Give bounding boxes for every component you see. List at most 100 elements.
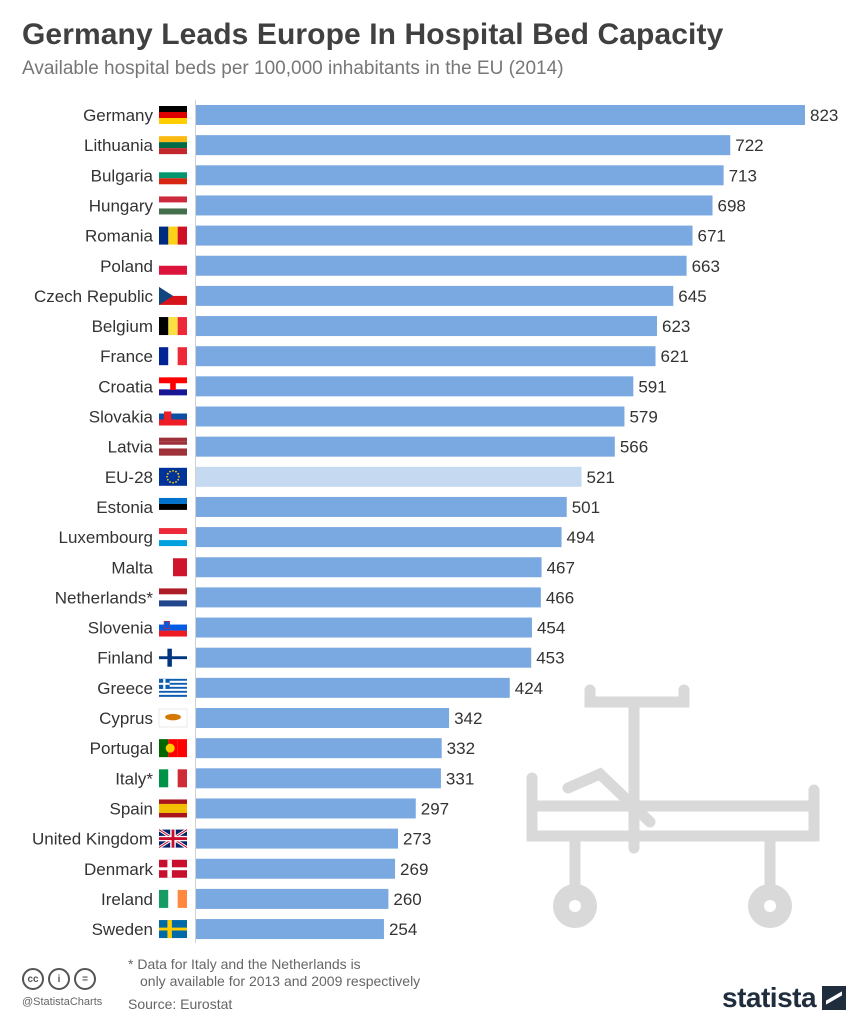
statista-logo-icon [822, 986, 847, 1010]
flag-italy-icon [159, 769, 187, 788]
data-label: 331 [446, 769, 474, 788]
data-label: 722 [735, 136, 763, 155]
flag-lithuania-icon [159, 136, 187, 155]
data-label: 521 [587, 468, 615, 487]
source-note: Source: Eurostat [128, 996, 233, 1012]
bar-slovakia [196, 406, 625, 427]
data-label: 273 [403, 830, 431, 849]
flag-romania-icon [159, 226, 187, 245]
data-label: 621 [661, 347, 689, 366]
no-derivatives-icon: = [74, 968, 96, 990]
category-label: Greece [97, 679, 153, 698]
bar-belgium [196, 316, 658, 337]
data-label: 254 [389, 920, 417, 939]
data-label: 501 [572, 498, 600, 517]
data-label: 466 [546, 588, 574, 607]
bar-chart: 823 Germany 722 Lithuania 713 Bulgaria 698 Hung… [32, 100, 838, 943]
bar-romania [196, 225, 693, 246]
bar-germany [196, 105, 805, 125]
bar-united-kingdom [196, 828, 399, 849]
data-label: 260 [393, 890, 421, 909]
flag-netherlands-icon [159, 588, 187, 607]
category-label: Germany [83, 106, 153, 125]
category-label: Slovakia [89, 408, 154, 427]
category-label: Netherlands* [55, 588, 154, 607]
data-label: 579 [629, 408, 657, 427]
flag-france-icon [159, 347, 187, 366]
category-label: Sweden [92, 920, 153, 939]
category-label: Malta [111, 558, 153, 577]
flag-czech-republic-icon [159, 286, 187, 305]
data-label: 297 [421, 799, 449, 818]
bar-france [196, 346, 656, 367]
flag-malta-icon [159, 558, 187, 577]
bar-latvia [196, 436, 615, 457]
category-label: Bulgaria [91, 166, 154, 185]
category-label: Lithuania [84, 136, 154, 155]
category-label: Luxembourg [58, 528, 153, 547]
category-label: Estonia [96, 498, 153, 517]
flag-greece-icon [159, 678, 187, 697]
flag-poland-icon [159, 256, 187, 275]
brand-name: statista [722, 982, 817, 1013]
social-handle: @StatistaCharts [22, 996, 103, 1008]
category-label: Czech Republic [34, 287, 154, 306]
bar-ireland [196, 888, 389, 909]
data-label: 623 [662, 317, 690, 336]
bar-cyprus [196, 708, 450, 728]
flag-estonia-icon [159, 497, 187, 516]
license-icons: cc i = [22, 968, 96, 990]
bar-portugal [196, 738, 442, 759]
data-label: 494 [567, 528, 595, 547]
footnote: * Data for Italy and the Netherlands is … [128, 956, 420, 990]
bar-hungary [196, 195, 713, 216]
bar-estonia [196, 496, 567, 517]
chart-subtitle: Available hospital beds per 100,000 inha… [22, 58, 564, 79]
flag-hungary-icon [159, 196, 187, 215]
data-label: 645 [678, 287, 706, 306]
data-label: 424 [515, 679, 543, 698]
data-label: 823 [810, 106, 838, 125]
flag-germany-icon [159, 106, 187, 124]
flag-united-kingdom-icon [158, 828, 188, 849]
category-label: Latvia [108, 438, 154, 457]
flag-latvia-icon [159, 437, 187, 456]
category-label: Romania [85, 227, 154, 246]
category-label: Hungary [89, 196, 154, 215]
category-label: Italy* [115, 769, 153, 788]
category-label: Slovenia [88, 619, 154, 638]
category-label: Portugal [90, 739, 153, 758]
flag-croatia-icon [159, 377, 187, 396]
bar-bulgaria [196, 165, 724, 186]
footnote-line-1: * Data for Italy and the Netherlands is [128, 956, 361, 972]
category-label: Ireland [101, 890, 153, 909]
bar-spain [196, 798, 416, 819]
hospital-bed-icon [526, 684, 820, 928]
data-label: 454 [537, 619, 565, 638]
flag-sweden-icon [159, 920, 187, 939]
bar-denmark [196, 858, 396, 879]
chart-title: Germany Leads Europe In Hospital Bed Cap… [22, 18, 724, 51]
flag-cyprus-icon [158, 708, 188, 728]
bar-sweden [196, 919, 384, 940]
category-label: United Kingdom [32, 830, 153, 849]
bar-lithuania [196, 135, 731, 156]
attribution-icon: i [48, 968, 70, 990]
category-label: Croatia [98, 377, 153, 396]
data-label: 713 [729, 166, 757, 185]
data-label: 591 [638, 377, 666, 396]
bar-slovenia [196, 617, 532, 638]
flag-eu-icon [159, 467, 187, 486]
bar-italy [196, 768, 441, 789]
flag-slovenia-icon [159, 618, 187, 637]
data-label: 698 [718, 196, 746, 215]
category-label: France [100, 347, 153, 366]
bar-croatia [196, 376, 634, 397]
category-label: Poland [100, 257, 153, 276]
bar-malta [196, 557, 542, 578]
category-label: Belgium [92, 317, 153, 336]
brand-logo[interactable]: statista [722, 982, 847, 1014]
bar-finland [196, 647, 532, 668]
data-label: 663 [692, 257, 720, 276]
data-label: 467 [547, 558, 575, 577]
